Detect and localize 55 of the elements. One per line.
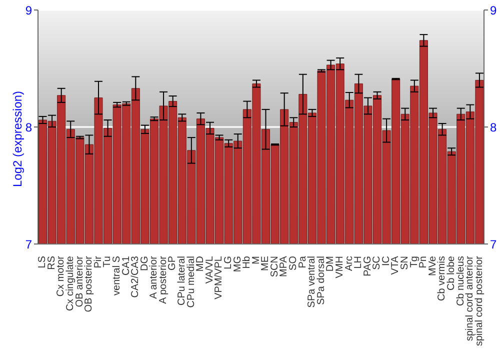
x-tick-label: CPu lateral	[176, 256, 188, 306]
x-tick-label: DG	[139, 256, 150, 271]
x-tick-label: VTA	[390, 256, 402, 275]
x-tick-label: MG	[232, 256, 244, 272]
x-tick-label: Tg	[408, 256, 420, 268]
x-tick-label: SPa dorsal	[316, 256, 327, 305]
x-tick-label: OB posterior	[84, 255, 95, 312]
x-tick-label: VA/VL	[204, 256, 216, 284]
y2-tick-label: 9	[490, 3, 497, 18]
x-tick-label: OB anterior	[74, 255, 86, 308]
x-tick-label: Cb vermis	[436, 256, 448, 302]
x-tick-label: SCN	[269, 256, 280, 278]
y2-tick-label: 8	[490, 120, 497, 134]
x-tick-label: LH	[353, 256, 364, 269]
x-tick-label: Pir	[92, 255, 104, 268]
x-tick-label: Tu	[102, 256, 114, 268]
x-tick-label: SN	[400, 256, 411, 270]
x-tick-label: ventral S	[111, 256, 122, 296]
x-tick-label: CA2/CA3	[130, 256, 142, 298]
x-tick-label: Pn	[418, 256, 430, 268]
x-tick-label: MVe	[427, 256, 438, 276]
x-tick-label: SO	[288, 256, 300, 270]
x-tick-label: Arc	[344, 256, 355, 271]
x-tick-label: Cx cingulate	[65, 256, 76, 312]
y-tick-label: 7	[25, 237, 32, 252]
x-tick-label: spinal cord anterior	[464, 255, 476, 342]
x-tick-label: IC	[380, 256, 392, 266]
x-tick-label: SC	[372, 256, 383, 270]
x-tick-label: Hb	[242, 256, 253, 269]
x-tick-label: VMH	[334, 256, 346, 278]
y-tick-label: 8	[25, 120, 32, 134]
x-tick-label: Cb lobe	[446, 256, 457, 290]
x-tick-label: M	[250, 256, 262, 264]
x-tick-label: ME	[260, 256, 272, 271]
x-tick-label: SPa ventral	[306, 256, 318, 308]
x-tick-label: CA1	[120, 256, 132, 276]
x-tick-label: Cb nucleus	[455, 256, 466, 306]
x-tick-label: A anterior	[148, 255, 160, 299]
x-tick-label: LG	[222, 256, 234, 270]
y-tick-label: 9	[25, 3, 32, 18]
x-tick-label: MD	[195, 256, 206, 272]
x-tick-label: LS	[37, 256, 48, 268]
x-tick-label: MPA	[278, 256, 290, 277]
x-tick-label: DM	[325, 256, 336, 272]
x-tick-label: GP	[167, 256, 178, 270]
x-tick-label: spinal cord posterior	[474, 255, 485, 346]
y2-tick-label: 7	[490, 237, 497, 252]
x-tick-label: PAG	[362, 256, 374, 276]
x-tick-label: RS	[46, 256, 58, 270]
x-tick-label: A posterior	[158, 255, 169, 304]
y-axis-title: Log2 (expression)	[10, 90, 24, 187]
x-tick-label: CPu medial	[186, 256, 197, 308]
x-tick-label: VPM/VPL	[214, 256, 225, 300]
x-tick-label: Pa	[297, 256, 308, 268]
x-tick-label: Cx motor	[56, 255, 67, 297]
